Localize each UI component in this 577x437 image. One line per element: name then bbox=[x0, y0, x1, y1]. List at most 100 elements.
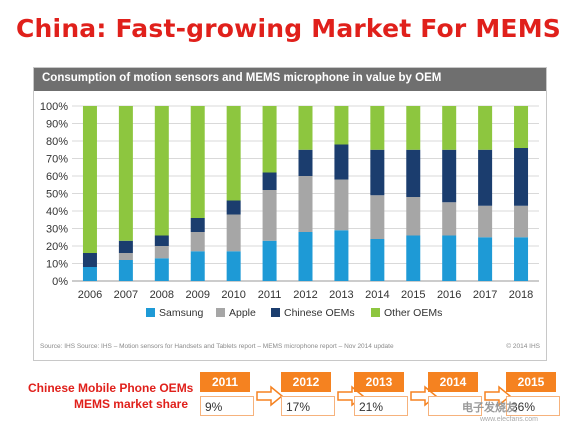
x-tick-label: 2007 bbox=[114, 289, 138, 301]
bar-segment bbox=[82, 253, 97, 267]
bar-segment bbox=[262, 106, 277, 173]
y-tick-label: 60% bbox=[46, 171, 68, 183]
y-tick-label: 10% bbox=[46, 259, 68, 271]
share-label-line2: MEMS market share bbox=[73, 397, 188, 411]
chart-copyright: © 2014 IHS bbox=[506, 343, 540, 350]
legend-swatch bbox=[371, 308, 380, 317]
bar-segment bbox=[262, 172, 277, 190]
bar-segment bbox=[514, 148, 529, 206]
bar-segment bbox=[370, 195, 385, 239]
legend-swatch bbox=[146, 308, 155, 317]
watermark-url: www.elecfans.com bbox=[480, 416, 538, 423]
bar-segment bbox=[370, 106, 385, 150]
x-tick-label: 2013 bbox=[329, 289, 353, 301]
y-tick-label: 70% bbox=[46, 154, 68, 166]
bar-segment bbox=[262, 240, 277, 281]
bar-segment bbox=[442, 149, 457, 203]
bar-segment bbox=[514, 106, 529, 148]
stacked-bar-chart: 0% 10% 20% 30% 40% 50% 60% 70% 80% 90% 100% 2006 200… bbox=[40, 101, 539, 319]
share-label-line1: Chinese Mobile Phone OEMs bbox=[28, 381, 194, 395]
bar-segment bbox=[118, 260, 133, 281]
bar-segment bbox=[226, 251, 241, 281]
bar-segment bbox=[154, 235, 169, 246]
bar-segment bbox=[298, 106, 313, 150]
bar-segment bbox=[154, 258, 169, 281]
bar-segment bbox=[406, 235, 421, 281]
bar-segment bbox=[154, 246, 169, 259]
x-tick-label: 2009 bbox=[185, 289, 209, 301]
y-tick-label: 50% bbox=[46, 189, 68, 201]
x-tick-label: 2016 bbox=[437, 289, 461, 301]
bar-segment bbox=[334, 230, 349, 281]
bar-segment bbox=[154, 106, 169, 236]
y-tick-label: 90% bbox=[46, 119, 68, 131]
watermark-logo: 电子发烧友 bbox=[462, 402, 517, 414]
x-tick-label: 2006 bbox=[78, 289, 102, 301]
bar-segment bbox=[334, 144, 349, 180]
bar-segment bbox=[334, 106, 349, 145]
x-tick-label: 2017 bbox=[473, 289, 497, 301]
y-tick-label: 0% bbox=[52, 276, 68, 288]
x-tick-label: 2012 bbox=[293, 289, 317, 301]
legend-swatch bbox=[216, 308, 225, 317]
bar-segment bbox=[478, 106, 493, 150]
bar-segment bbox=[298, 232, 313, 281]
chart-panel: Consumption of motion sensors and MEMS m… bbox=[33, 67, 547, 361]
bar-segment bbox=[478, 149, 493, 206]
x-tick-label: 2010 bbox=[221, 289, 245, 301]
bar-segment bbox=[190, 232, 205, 252]
bar-segment bbox=[190, 218, 205, 232]
bar-segment bbox=[370, 239, 385, 281]
y-tick-label: 80% bbox=[46, 136, 68, 148]
x-tick-label: 2014 bbox=[365, 289, 389, 301]
bar-segment bbox=[190, 251, 205, 281]
x-tick-label: 2008 bbox=[150, 289, 174, 301]
bar-segment bbox=[226, 106, 241, 201]
bar-segment bbox=[514, 237, 529, 281]
arrow-right-icon bbox=[256, 385, 284, 407]
legend-label: Apple bbox=[229, 307, 256, 319]
bar-segment bbox=[226, 214, 241, 252]
bar-segment bbox=[478, 205, 493, 238]
legend-label: Samsung bbox=[159, 307, 204, 319]
share-value-2011: 9% bbox=[200, 396, 254, 416]
bar-segment bbox=[226, 200, 241, 215]
bar-segment bbox=[298, 176, 313, 232]
y-tick-label: 30% bbox=[46, 224, 68, 236]
x-tick-label: 2015 bbox=[401, 289, 425, 301]
chart-title-bar: Consumption of motion sensors and MEMS m… bbox=[34, 68, 546, 91]
chart-source: Source: IHS Source: IHS – Motion sensors… bbox=[40, 343, 394, 350]
y-tick-label: 40% bbox=[46, 206, 68, 218]
bar-segment bbox=[406, 197, 421, 236]
share-year-2011: 2011 bbox=[200, 372, 250, 392]
bar-segment bbox=[298, 149, 313, 176]
y-tick-label: 100% bbox=[40, 101, 68, 113]
page-title: China: Fast-growing Market For MEMS bbox=[16, 14, 561, 43]
bar-segment bbox=[190, 106, 205, 218]
x-tick-label: 2018 bbox=[509, 289, 533, 301]
share-year-2013: 2013 bbox=[354, 372, 404, 392]
share-value-2015: 36% bbox=[506, 396, 560, 416]
share-value-2014 bbox=[428, 396, 482, 416]
bar-segment bbox=[334, 179, 349, 231]
share-year-2014: 2014 bbox=[428, 372, 478, 392]
share-value-2013: 21% bbox=[354, 396, 408, 416]
bar-segment bbox=[82, 106, 97, 253]
chart-title: Consumption of motion sensors and MEMS m… bbox=[42, 72, 442, 84]
bar-segment bbox=[370, 149, 385, 196]
bar-segment bbox=[478, 237, 493, 281]
bar-segment bbox=[406, 149, 421, 197]
bar-segment bbox=[442, 202, 457, 236]
bar-segment bbox=[442, 235, 457, 281]
bar-segment bbox=[514, 205, 529, 238]
share-value-2012: 17% bbox=[281, 396, 335, 416]
arrow-right-icon bbox=[484, 385, 512, 407]
x-tick-label: 2011 bbox=[258, 289, 282, 301]
bar-segment bbox=[118, 253, 133, 260]
bar-segment bbox=[118, 240, 133, 253]
legend-swatch bbox=[271, 308, 280, 317]
legend-label: Other OEMs bbox=[384, 307, 442, 319]
share-year-2015: 2015 bbox=[506, 372, 556, 392]
bar-segment bbox=[442, 106, 457, 150]
bar-segment bbox=[118, 106, 133, 241]
